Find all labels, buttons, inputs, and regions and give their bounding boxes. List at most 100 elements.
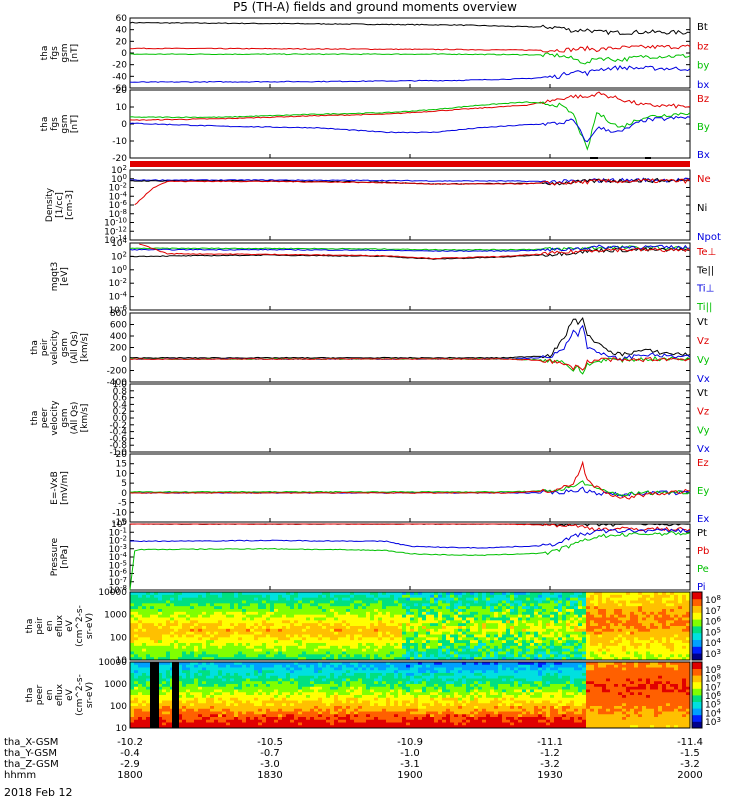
spectrogram-cell xyxy=(318,623,323,627)
spectrogram-cell xyxy=(346,609,351,613)
spectrogram-cell xyxy=(170,609,175,613)
spectrogram-cell xyxy=(154,623,159,627)
spectrogram-cell xyxy=(546,603,551,607)
spectrogram-cell xyxy=(482,648,487,652)
spectrogram-cell xyxy=(358,643,363,647)
spectrogram-cell xyxy=(218,700,223,704)
spectrogram-cell xyxy=(246,623,251,627)
spectrogram-cell xyxy=(202,711,207,715)
spectrogram-cell xyxy=(334,711,339,715)
spectrogram-cell xyxy=(470,614,475,618)
spectrogram-cell xyxy=(306,643,311,647)
spectrogram-cell xyxy=(466,617,471,621)
spectrogram-cell xyxy=(246,700,251,704)
spectrogram-cell xyxy=(686,637,691,641)
spectrogram-cell xyxy=(242,684,247,688)
spectrogram-cell xyxy=(678,631,683,635)
spectrogram-cell xyxy=(162,678,167,682)
spectrogram-cell xyxy=(210,657,215,661)
spectrogram-cell xyxy=(602,648,607,652)
spectrogram-cell xyxy=(282,645,287,650)
spectrogram-cell xyxy=(290,711,295,715)
spectrogram-cell xyxy=(142,697,147,701)
spectrogram-cell xyxy=(426,651,431,655)
spectrogram-cell xyxy=(342,643,347,647)
spectrogram-cell xyxy=(322,708,327,712)
spectrogram-cell xyxy=(398,640,403,644)
spectrogram-cell xyxy=(214,670,219,674)
y-tick-label: -0.6 xyxy=(109,434,127,444)
spectrogram-cell xyxy=(638,637,643,641)
spectrogram-cell xyxy=(262,662,267,666)
spectrogram-cell xyxy=(218,725,223,729)
spectrogram-cell xyxy=(358,640,363,644)
spectrogram-cell xyxy=(282,637,287,641)
spectrogram-cell xyxy=(246,594,251,599)
spectrogram-cell xyxy=(446,631,451,635)
spectrogram-cell xyxy=(246,667,251,671)
spectrogram-cell xyxy=(494,592,499,596)
spectrogram-cell xyxy=(338,597,343,601)
spectrogram-cell xyxy=(354,657,359,661)
spectrogram-cell xyxy=(606,651,611,655)
spectrogram-cell xyxy=(274,686,279,690)
spectrogram-cell xyxy=(446,623,451,627)
spectrogram-cell xyxy=(662,597,667,601)
spectrogram-cell xyxy=(398,651,403,655)
spectrogram-cell xyxy=(194,614,199,618)
spectrogram-cell xyxy=(178,678,183,682)
spectrogram-cell xyxy=(514,594,519,599)
y-axis-label: en xyxy=(45,620,55,631)
spectrogram-cell xyxy=(654,645,659,650)
spectrogram-cell xyxy=(502,603,507,607)
spectrogram-cell xyxy=(566,628,571,633)
spectrogram-cell xyxy=(598,634,603,638)
spectrogram-cell xyxy=(542,645,547,650)
spectrogram-cell xyxy=(198,606,203,610)
spectrogram-cell xyxy=(206,725,211,729)
spectrogram-cell xyxy=(430,657,435,661)
spectrogram-cell xyxy=(378,606,383,610)
spectrogram-cell xyxy=(554,606,559,610)
spectrogram-cell xyxy=(522,609,527,613)
spectrogram-cell xyxy=(494,611,499,616)
spectrogram-cell xyxy=(270,606,275,610)
spectrogram-cell xyxy=(422,611,427,616)
spectrogram-cell xyxy=(302,651,307,655)
spectrogram-cell xyxy=(334,600,339,604)
spectrogram-cell xyxy=(290,686,295,690)
spectrogram-cell xyxy=(390,611,395,616)
spectrogram-cell xyxy=(322,722,327,726)
spectrogram-cell xyxy=(314,603,319,607)
spectrogram-cell xyxy=(290,681,295,685)
spectrogram-cell xyxy=(318,654,323,658)
spectrogram-cell xyxy=(274,643,279,647)
spectrogram-cell xyxy=(186,623,191,627)
spectrogram-cell xyxy=(498,626,503,630)
legend-entry: Ni xyxy=(697,203,707,214)
spectrogram-cell xyxy=(318,643,323,647)
spectrogram-cell xyxy=(322,695,327,699)
spectrogram-cell xyxy=(258,662,263,666)
spectrogram-cell xyxy=(206,700,211,704)
spectrogram-cell xyxy=(130,640,135,644)
spectrogram-cell xyxy=(250,700,255,704)
spectrogram-cell xyxy=(626,617,631,621)
spectrogram-cell xyxy=(142,717,147,721)
spectrogram-cell xyxy=(458,592,463,596)
spectrogram-cell xyxy=(254,717,259,721)
spectrogram-cell xyxy=(322,626,327,630)
spectrogram-cell xyxy=(302,708,307,712)
spectrogram-cell xyxy=(274,592,279,596)
spectrogram-cell xyxy=(386,614,391,618)
spectrogram-cell xyxy=(366,620,371,624)
spectrogram-cell xyxy=(210,711,215,715)
spectrogram-cell xyxy=(350,631,355,635)
spectrogram-cell xyxy=(346,645,351,650)
spectrogram-cell xyxy=(214,651,219,655)
spectrogram-cell xyxy=(594,600,599,604)
spectrogram-cell xyxy=(354,600,359,604)
spectrogram-cell xyxy=(242,626,247,630)
spectrogram-cell xyxy=(262,592,267,596)
spectrogram-cell xyxy=(206,645,211,650)
